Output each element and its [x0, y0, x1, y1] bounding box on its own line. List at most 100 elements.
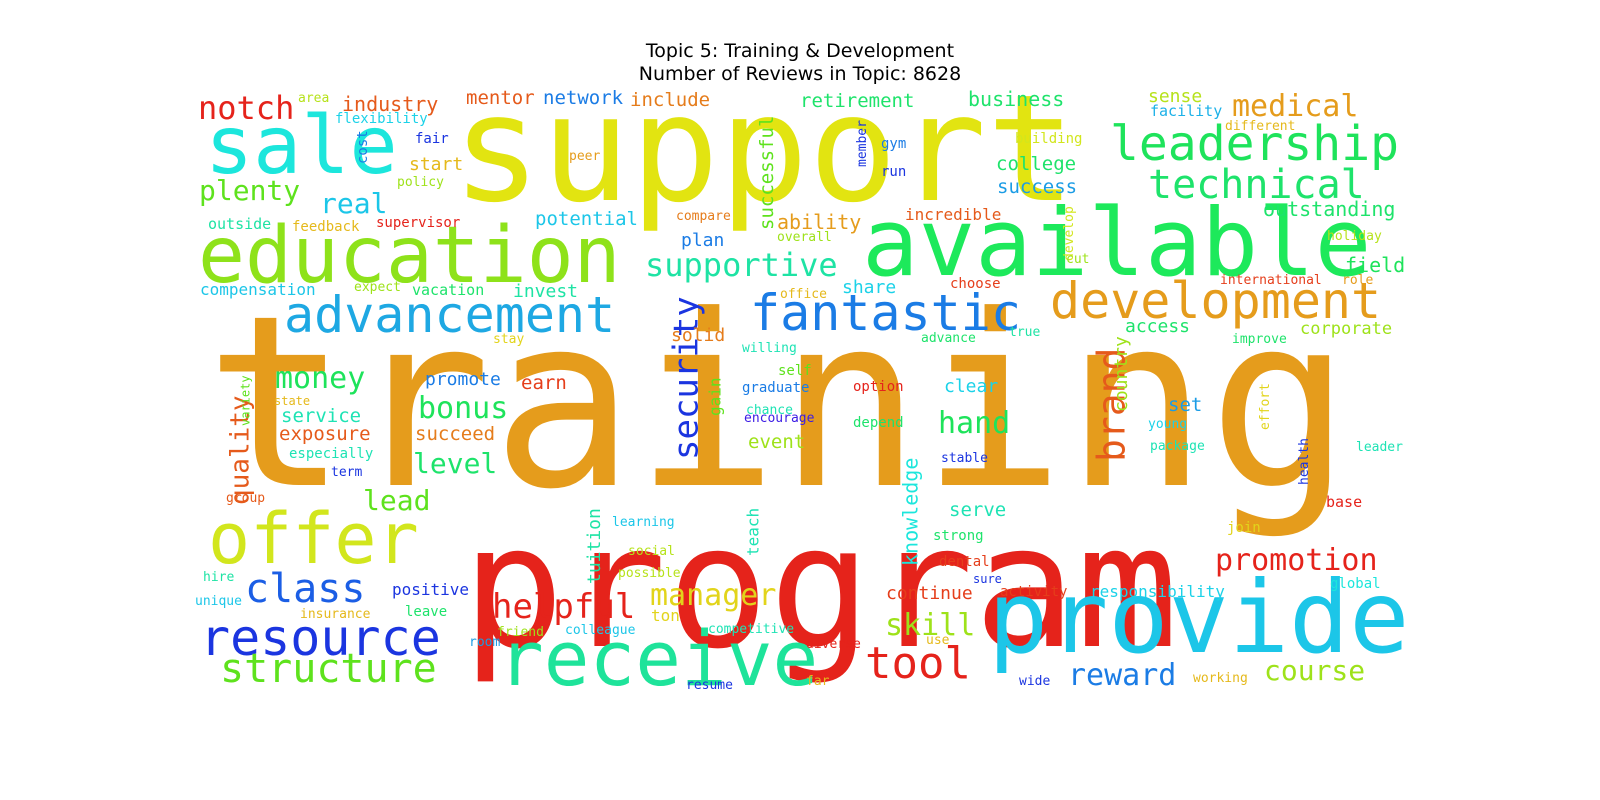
word-promote: promote	[425, 369, 501, 390]
word-knowledge: knowledge	[899, 458, 923, 566]
word-real: real	[320, 187, 387, 220]
word-manager: manager	[650, 578, 776, 613]
word-compensation: compensation	[200, 280, 316, 299]
word-course: course	[1264, 654, 1365, 687]
word-provide: provide	[988, 559, 1409, 676]
word-incredible: incredible	[905, 205, 1001, 224]
word-tool: tool	[865, 638, 971, 689]
word-variety: variety	[238, 375, 252, 426]
word-field: field	[1345, 253, 1405, 277]
word-hand: hand	[938, 406, 1010, 441]
word-ability: ability	[777, 210, 861, 234]
word-effort: effort	[1258, 383, 1273, 430]
word-positive: positive	[392, 580, 469, 599]
word-office: office	[780, 287, 827, 302]
word-available: available	[862, 189, 1371, 298]
word-graduate: graduate	[742, 380, 809, 396]
word-self: self	[778, 363, 812, 379]
word-chance: chance	[746, 403, 793, 418]
word-reward: reward	[1068, 658, 1176, 693]
word-possible: possible	[618, 566, 681, 581]
word-tuition: tuition	[584, 508, 605, 584]
word-skill: skill	[885, 608, 975, 643]
word-industry: industry	[342, 92, 438, 116]
word-holiday: holiday	[1327, 229, 1382, 244]
word-young: young	[1148, 417, 1187, 432]
word-structure: structure	[220, 646, 437, 692]
word-use: use	[926, 633, 950, 648]
word-peer: peer	[569, 149, 600, 164]
word-advancement: advancement	[284, 286, 615, 344]
word-medical: medical	[1232, 89, 1358, 124]
word-resume: resume	[686, 678, 733, 693]
word-leadership: leadership	[1110, 116, 1399, 172]
word-health: health	[1297, 438, 1312, 485]
word-option: option	[853, 379, 904, 395]
word-gain: gain	[705, 377, 724, 416]
word-colleague: colleague	[565, 623, 636, 638]
word-solid: solid	[671, 325, 725, 346]
word-leave: leave	[405, 604, 447, 620]
word-service: service	[281, 405, 361, 427]
word-especially: especially	[289, 446, 373, 462]
word-continue: continue	[886, 583, 973, 604]
word-corporate: corporate	[1300, 319, 1392, 339]
word-vacation: vacation	[412, 281, 484, 299]
word-package: package	[1150, 439, 1205, 454]
word-start: start	[409, 154, 463, 175]
word-outside: outside	[208, 215, 271, 233]
word-supportive: supportive	[645, 246, 838, 284]
word-fair: fair	[415, 131, 449, 147]
word-offer: offer	[208, 498, 419, 580]
word-access: access	[1125, 316, 1190, 337]
word-clear: clear	[944, 376, 998, 397]
title-line-1: Topic 5: Training & Development	[645, 40, 955, 62]
word-room: room	[469, 635, 500, 650]
word-teach: teach	[743, 508, 762, 556]
word-insurance: insurance	[300, 607, 371, 622]
word-strong: strong	[933, 528, 984, 544]
word-cut: cut	[1066, 252, 1089, 267]
word-fantastic: fantastic	[750, 284, 1021, 342]
word-state: state	[274, 394, 310, 408]
word-lead: lead	[363, 484, 430, 517]
word-class: class	[245, 566, 365, 612]
word-expect: expect	[354, 280, 401, 295]
word-social: social	[628, 544, 675, 559]
word-exposure: exposure	[279, 423, 371, 445]
word-member: member	[855, 120, 870, 167]
word-join: join	[1227, 520, 1261, 536]
word-improve: improve	[1232, 332, 1287, 347]
word-country: country	[1111, 336, 1132, 412]
word-leader: leader	[1356, 440, 1403, 455]
word-policy: policy	[397, 175, 444, 190]
word-supervisor: supervisor	[376, 215, 460, 231]
word-depend: depend	[853, 415, 904, 431]
chart-title: Topic 5: Training & Development Number o…	[0, 40, 1600, 86]
word-cost: cost	[355, 130, 371, 164]
word-support: support	[452, 63, 1076, 235]
word-sense: sense	[1148, 86, 1202, 107]
word-advance: advance	[921, 331, 976, 346]
word-stable: stable	[941, 451, 988, 466]
word-brand: brand	[1090, 348, 1134, 462]
word-gym: gym	[881, 136, 906, 152]
word-development: development	[1050, 272, 1381, 330]
word-earn: earn	[521, 372, 567, 394]
word-friend: friend	[497, 625, 544, 640]
word-international: international	[1220, 273, 1322, 288]
word-global: global	[1330, 576, 1381, 592]
title-line-2: Number of Reviews in Topic: 8628	[638, 63, 962, 85]
word-mentor: mentor	[466, 87, 535, 109]
word-group: group	[226, 491, 265, 506]
word-unique: unique	[195, 594, 242, 609]
word-true: true	[1009, 325, 1040, 340]
word-encourage: encourage	[744, 411, 815, 426]
word-network: network	[543, 87, 624, 109]
word-helpful: helpful	[492, 587, 635, 627]
word-working: working	[1193, 671, 1248, 686]
word-technical: technical	[1148, 162, 1365, 208]
word-succeed: succeed	[415, 423, 495, 445]
word-receive: receive	[498, 614, 818, 703]
